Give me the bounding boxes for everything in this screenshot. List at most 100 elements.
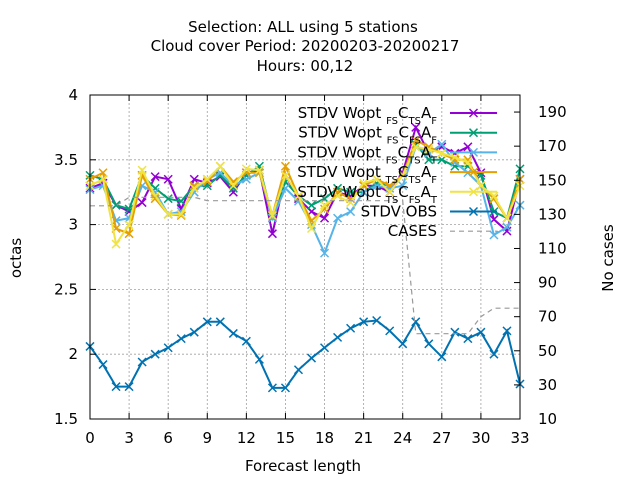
- y2-tick-label: 110: [538, 239, 567, 257]
- data-point: [241, 174, 251, 184]
- legend-label: CASES: [388, 222, 437, 240]
- data-point: [267, 383, 277, 393]
- data-point: [476, 181, 486, 191]
- x-tick-label: 0: [85, 429, 95, 447]
- y2-tick-label: 170: [538, 137, 567, 155]
- x-tick-label: 30: [471, 429, 490, 447]
- chart-title-line-2: Cloud cover Period: 20200203-20200217: [151, 37, 460, 55]
- data-point: [437, 139, 447, 149]
- data-point: [202, 177, 212, 187]
- data-point: [176, 209, 186, 219]
- series-layer: [85, 122, 525, 393]
- data-point: [333, 213, 343, 223]
- legend-item-1: STDV Wopt FSCFSAF: [298, 124, 497, 147]
- grid: [90, 95, 520, 419]
- data-point: [280, 161, 290, 171]
- data-point: [411, 142, 421, 152]
- legend-item-2: STDV Wopt FSCTSAT: [297, 143, 497, 166]
- data-point: [176, 196, 186, 206]
- data-point: [241, 164, 251, 174]
- legend-marker: [468, 206, 479, 217]
- data-point: [411, 135, 421, 145]
- data-point: [111, 200, 121, 210]
- data-point: [254, 165, 264, 175]
- data-point: [333, 183, 343, 193]
- data-point: [189, 183, 199, 193]
- data-point: [437, 352, 447, 362]
- data-point: [111, 239, 121, 249]
- data-point: [228, 177, 238, 187]
- data-point: [385, 326, 395, 336]
- data-point: [228, 187, 238, 197]
- data-point: [502, 222, 512, 232]
- data-point: [215, 170, 225, 180]
- data-point: [137, 165, 147, 175]
- data-point: [372, 174, 382, 184]
- data-point: [502, 213, 512, 223]
- data-point: [124, 229, 134, 239]
- data-point: [150, 191, 160, 201]
- data-point: [98, 174, 108, 184]
- data-point: [124, 382, 134, 392]
- legend-label: STDV Wopt FSCTSAT: [297, 143, 437, 166]
- data-point: [320, 343, 330, 353]
- chart-title-line-3: Hours: 00,12: [257, 57, 354, 75]
- y-axis-label: octas: [7, 238, 25, 278]
- series-6: [90, 196, 520, 335]
- series-5: [85, 315, 525, 393]
- data-point: [398, 181, 408, 191]
- data-point: [450, 152, 460, 162]
- y2-tick-label: 10: [538, 410, 557, 428]
- chart-title: Selection: ALL using 5 stations Cloud co…: [151, 18, 460, 75]
- data-point: [320, 248, 330, 258]
- data-point: [476, 327, 486, 337]
- data-point: [150, 349, 160, 359]
- legend-marker: [468, 147, 479, 157]
- data-point: [280, 383, 290, 393]
- legend-item-0: STDV Wopt FSCTSAF: [298, 104, 497, 127]
- y-tick-label: 3: [68, 216, 78, 234]
- x-tick-label: 6: [163, 429, 173, 447]
- legend-marker: [468, 108, 479, 118]
- data-point: [137, 357, 147, 367]
- data-point: [306, 223, 317, 234]
- legend-item-3: STDV Wopt TSCTSAF: [297, 163, 497, 186]
- data-point: [124, 220, 134, 230]
- x-tick-label: 21: [354, 429, 373, 447]
- legend-item-5: STDV OBS: [361, 203, 497, 221]
- x-tick-label: 12: [237, 429, 256, 447]
- data-point: [215, 317, 225, 327]
- y-tick-label: 2.5: [54, 280, 78, 298]
- data-point: [411, 317, 421, 327]
- data-point: [98, 360, 108, 370]
- data-point: [163, 194, 173, 204]
- data-point: [385, 187, 395, 197]
- x-tick-label: 33: [510, 429, 529, 447]
- data-point: [228, 328, 238, 338]
- data-point: [98, 168, 108, 178]
- y-tick-label: 2: [68, 345, 78, 363]
- data-point: [306, 200, 317, 210]
- legend-label: STDV Wopt TSCFSAT: [297, 183, 437, 206]
- data-point: [111, 382, 121, 392]
- y2-tick-label: 50: [538, 342, 557, 360]
- data-point: [189, 327, 199, 337]
- data-point: [450, 327, 460, 337]
- y2-tick-label: 70: [538, 308, 557, 326]
- legend-label: STDV Wopt FSCTSAF: [298, 104, 437, 127]
- data-point: [437, 155, 447, 165]
- series-line: [89, 319, 521, 389]
- data-point: [333, 187, 343, 197]
- data-point: [359, 178, 369, 188]
- legend-item-4: STDV Wopt TSCFSAT: [297, 183, 497, 206]
- data-point: [346, 323, 356, 333]
- axis-ticks: 0 3 6 9 12 15 18 21 24 27 30 33 1.5 2 2.5 3 3.5 4 10 30 50 70…: [54, 86, 567, 447]
- series-line: [89, 124, 521, 234]
- data-point: [241, 336, 251, 346]
- data-point: [254, 354, 264, 364]
- legend-label: STDV Wopt FSCFSAF: [298, 124, 437, 147]
- legend-label: STDV Wopt TSCTSAF: [297, 163, 437, 186]
- x-tick-label: 18: [315, 429, 334, 447]
